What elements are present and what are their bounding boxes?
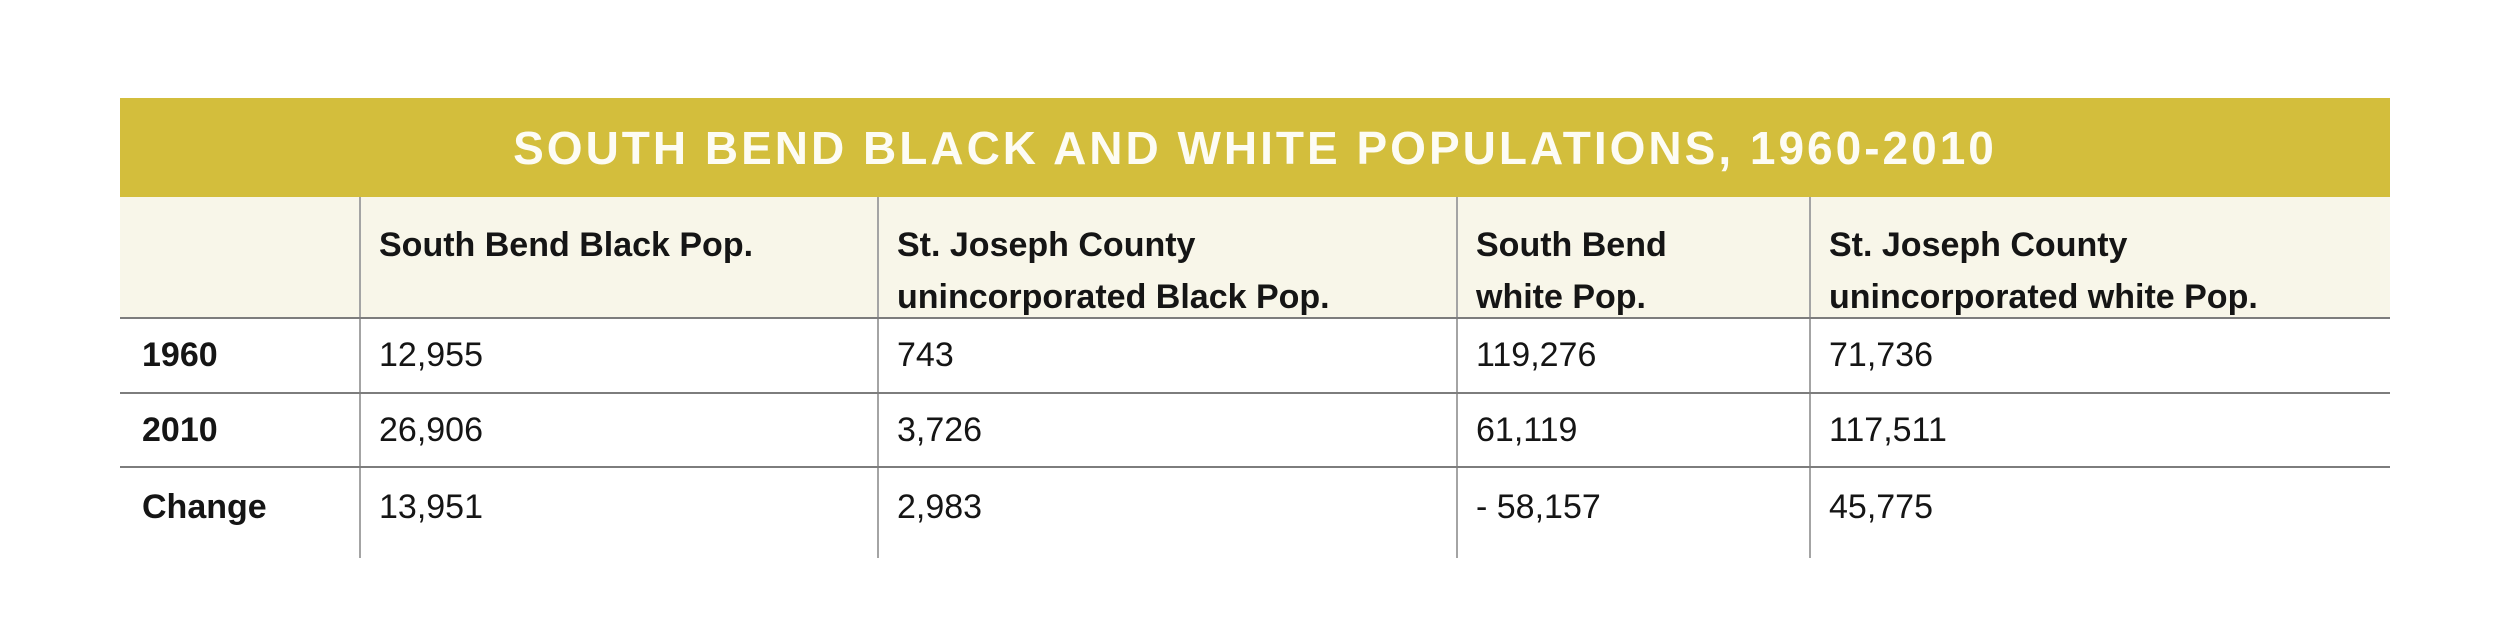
- header-cell-sb-white-pop: South Bend white Pop.: [1456, 197, 1809, 317]
- cell-change-sb-white: - 58,157: [1456, 468, 1809, 558]
- header-cell-sb-black-pop: South Bend Black Pop.: [359, 197, 877, 317]
- row-label-2010: 2010: [142, 410, 218, 449]
- table-row-change: Change 13,951 2,983 - 58,157 45,775: [120, 468, 2390, 558]
- table-row-1960: 1960 12,955 743 119,276 71,736: [120, 319, 2390, 394]
- cell-2010-sb-white: 61,119: [1456, 394, 1809, 466]
- table-row-2010: 2010 26,906 3,726 61,119 117,511: [120, 394, 2390, 468]
- cell-1960-sjc-black: 743: [877, 319, 1456, 392]
- cell-change-sjc-black: 2,983: [877, 468, 1456, 558]
- header-cell-sjc-black-pop: St. Joseph County unincorporated Black P…: [877, 197, 1456, 317]
- cell-change-sb-black: 13,951: [359, 468, 877, 558]
- cell-1960-sjc-white: 71,736: [1809, 319, 2390, 392]
- header-cell-sjc-white-pop: St. Joseph County unincorporated white P…: [1809, 197, 2390, 317]
- table-title-bar: SOUTH BEND BLACK AND WHITE POPULATIONS, …: [120, 98, 2390, 197]
- population-table: SOUTH BEND BLACK AND WHITE POPULATIONS, …: [120, 98, 2390, 558]
- cell-change-sjc-white: 45,775: [1809, 468, 2390, 558]
- cell-2010-sjc-white: 117,511: [1809, 394, 2390, 466]
- cell-1960-sb-white: 119,276: [1456, 319, 1809, 392]
- table-title: SOUTH BEND BLACK AND WHITE POPULATIONS, …: [513, 121, 1997, 174]
- table-header-row: South Bend Black Pop. St. Joseph County …: [120, 197, 2390, 319]
- row-label-change: Change: [142, 488, 267, 526]
- cell-2010-sb-black: 26,906: [359, 394, 877, 466]
- header-cell-blank: [120, 197, 359, 317]
- cell-2010-sjc-black: 3,726: [877, 394, 1456, 466]
- row-label-1960: 1960: [142, 336, 218, 374]
- cell-1960-sb-black: 12,955: [359, 319, 877, 392]
